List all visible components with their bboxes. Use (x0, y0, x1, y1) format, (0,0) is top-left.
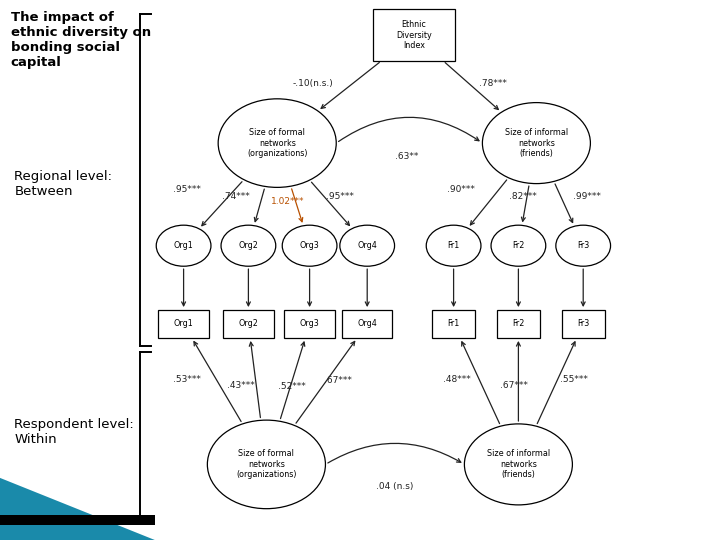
Text: .67***: .67*** (325, 376, 352, 385)
Text: .95***: .95*** (174, 185, 201, 193)
Text: .53***: .53*** (174, 375, 201, 383)
Text: The impact of
ethnic diversity on
bonding social
capital: The impact of ethnic diversity on bondin… (11, 11, 151, 69)
Text: -.10(n.s.): -.10(n.s.) (293, 79, 333, 88)
Text: Fr1: Fr1 (447, 241, 460, 250)
Text: .82***: .82*** (509, 192, 536, 201)
Circle shape (221, 225, 276, 266)
Text: .48***: .48*** (444, 375, 471, 383)
Text: Org1: Org1 (174, 320, 194, 328)
Polygon shape (0, 478, 155, 540)
Circle shape (556, 225, 611, 266)
Text: .63**: .63** (395, 152, 418, 161)
Text: .90***: .90*** (447, 185, 474, 193)
Text: Ethnic
Diversity
Index: Ethnic Diversity Index (396, 20, 432, 50)
Text: Org3: Org3 (300, 320, 320, 328)
Text: Org2: Org2 (238, 241, 258, 250)
Bar (0, 515, 155, 525)
Text: .55***: .55*** (560, 375, 588, 383)
Circle shape (491, 225, 546, 266)
Circle shape (156, 225, 211, 266)
Text: .04 (n.s): .04 (n.s) (376, 482, 413, 490)
Text: .99***: .99*** (573, 192, 600, 201)
Text: Regional level:
Between: Regional level: Between (14, 170, 112, 198)
Text: .52***: .52*** (278, 382, 305, 390)
Text: Fr2: Fr2 (512, 241, 525, 250)
Circle shape (218, 99, 336, 187)
Text: Size of informal
networks
(friends): Size of informal networks (friends) (505, 128, 568, 158)
Text: Org4: Org4 (357, 241, 377, 250)
Text: Size of informal
networks
(friends): Size of informal networks (friends) (487, 449, 550, 480)
Bar (497, 310, 540, 338)
Text: .74***: .74*** (222, 192, 250, 201)
Text: .67***: .67*** (500, 381, 528, 389)
Bar (562, 310, 605, 338)
Circle shape (282, 225, 337, 266)
Circle shape (464, 424, 572, 505)
Text: 1.02***: 1.02*** (271, 198, 305, 206)
Text: Fr3: Fr3 (577, 320, 590, 328)
Text: .43***: .43*** (228, 381, 255, 389)
Bar (432, 310, 475, 338)
Bar (373, 9, 455, 60)
Circle shape (207, 420, 325, 509)
Circle shape (426, 225, 481, 266)
Text: Org2: Org2 (238, 320, 258, 328)
FancyArrowPatch shape (338, 117, 479, 141)
Circle shape (340, 225, 395, 266)
Circle shape (482, 103, 590, 184)
Text: Fr1: Fr1 (447, 320, 460, 328)
Text: .95***: .95*** (326, 192, 354, 201)
Bar (284, 310, 335, 338)
Bar (223, 310, 274, 338)
Bar (158, 310, 209, 338)
Text: .78***: .78*** (480, 79, 507, 88)
Text: Org4: Org4 (357, 320, 377, 328)
Text: Size of formal
networks
(organizations): Size of formal networks (organizations) (236, 449, 297, 480)
Text: Respondent level:
Within: Respondent level: Within (14, 418, 134, 446)
FancyArrowPatch shape (328, 443, 461, 463)
Text: Org3: Org3 (300, 241, 320, 250)
Bar (342, 310, 392, 338)
Text: Fr3: Fr3 (577, 241, 590, 250)
Text: Org1: Org1 (174, 241, 194, 250)
Text: Fr2: Fr2 (512, 320, 525, 328)
Text: Size of formal
networks
(organizations): Size of formal networks (organizations) (247, 128, 307, 158)
